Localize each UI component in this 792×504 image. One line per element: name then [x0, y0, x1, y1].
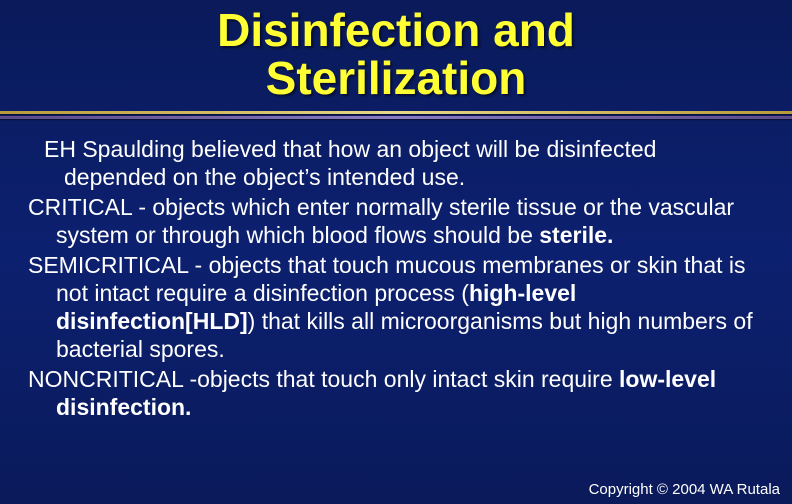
divider-purple-line	[0, 116, 792, 119]
critical-text-a: - objects which enter normally sterile t…	[56, 194, 734, 248]
divider-gold-line	[0, 111, 792, 114]
title-divider	[0, 111, 792, 119]
noncritical-definition: NONCRITICAL -objects that touch only int…	[28, 365, 764, 421]
intro-text: EH Spaulding believed that how an object…	[36, 135, 764, 191]
semicritical-definition: SEMICRITICAL - objects that touch mucous…	[28, 251, 764, 363]
critical-definition: CRITICAL - objects which enter normally …	[28, 193, 764, 249]
semicritical-label: SEMICRITICAL	[28, 252, 188, 278]
slide-body: EH Spaulding believed that how an object…	[0, 119, 792, 421]
noncritical-label: NONCRITICAL	[28, 366, 183, 392]
title-line-2: Sterilization	[266, 52, 527, 104]
noncritical-text-a: -objects that touch only intact skin req…	[183, 366, 619, 392]
slide-title: Disinfection and Sterilization	[0, 0, 792, 111]
copyright-notice: Copyright © 2004 WA Rutala	[589, 481, 780, 498]
critical-label: CRITICAL	[28, 194, 132, 220]
intro-paragraph: EH Spaulding believed that how an object…	[28, 135, 764, 191]
critical-bold: sterile.	[539, 222, 613, 248]
presentation-slide: Disinfection and Sterilization EH Spauld…	[0, 0, 792, 504]
title-line-1: Disinfection and	[217, 4, 575, 56]
